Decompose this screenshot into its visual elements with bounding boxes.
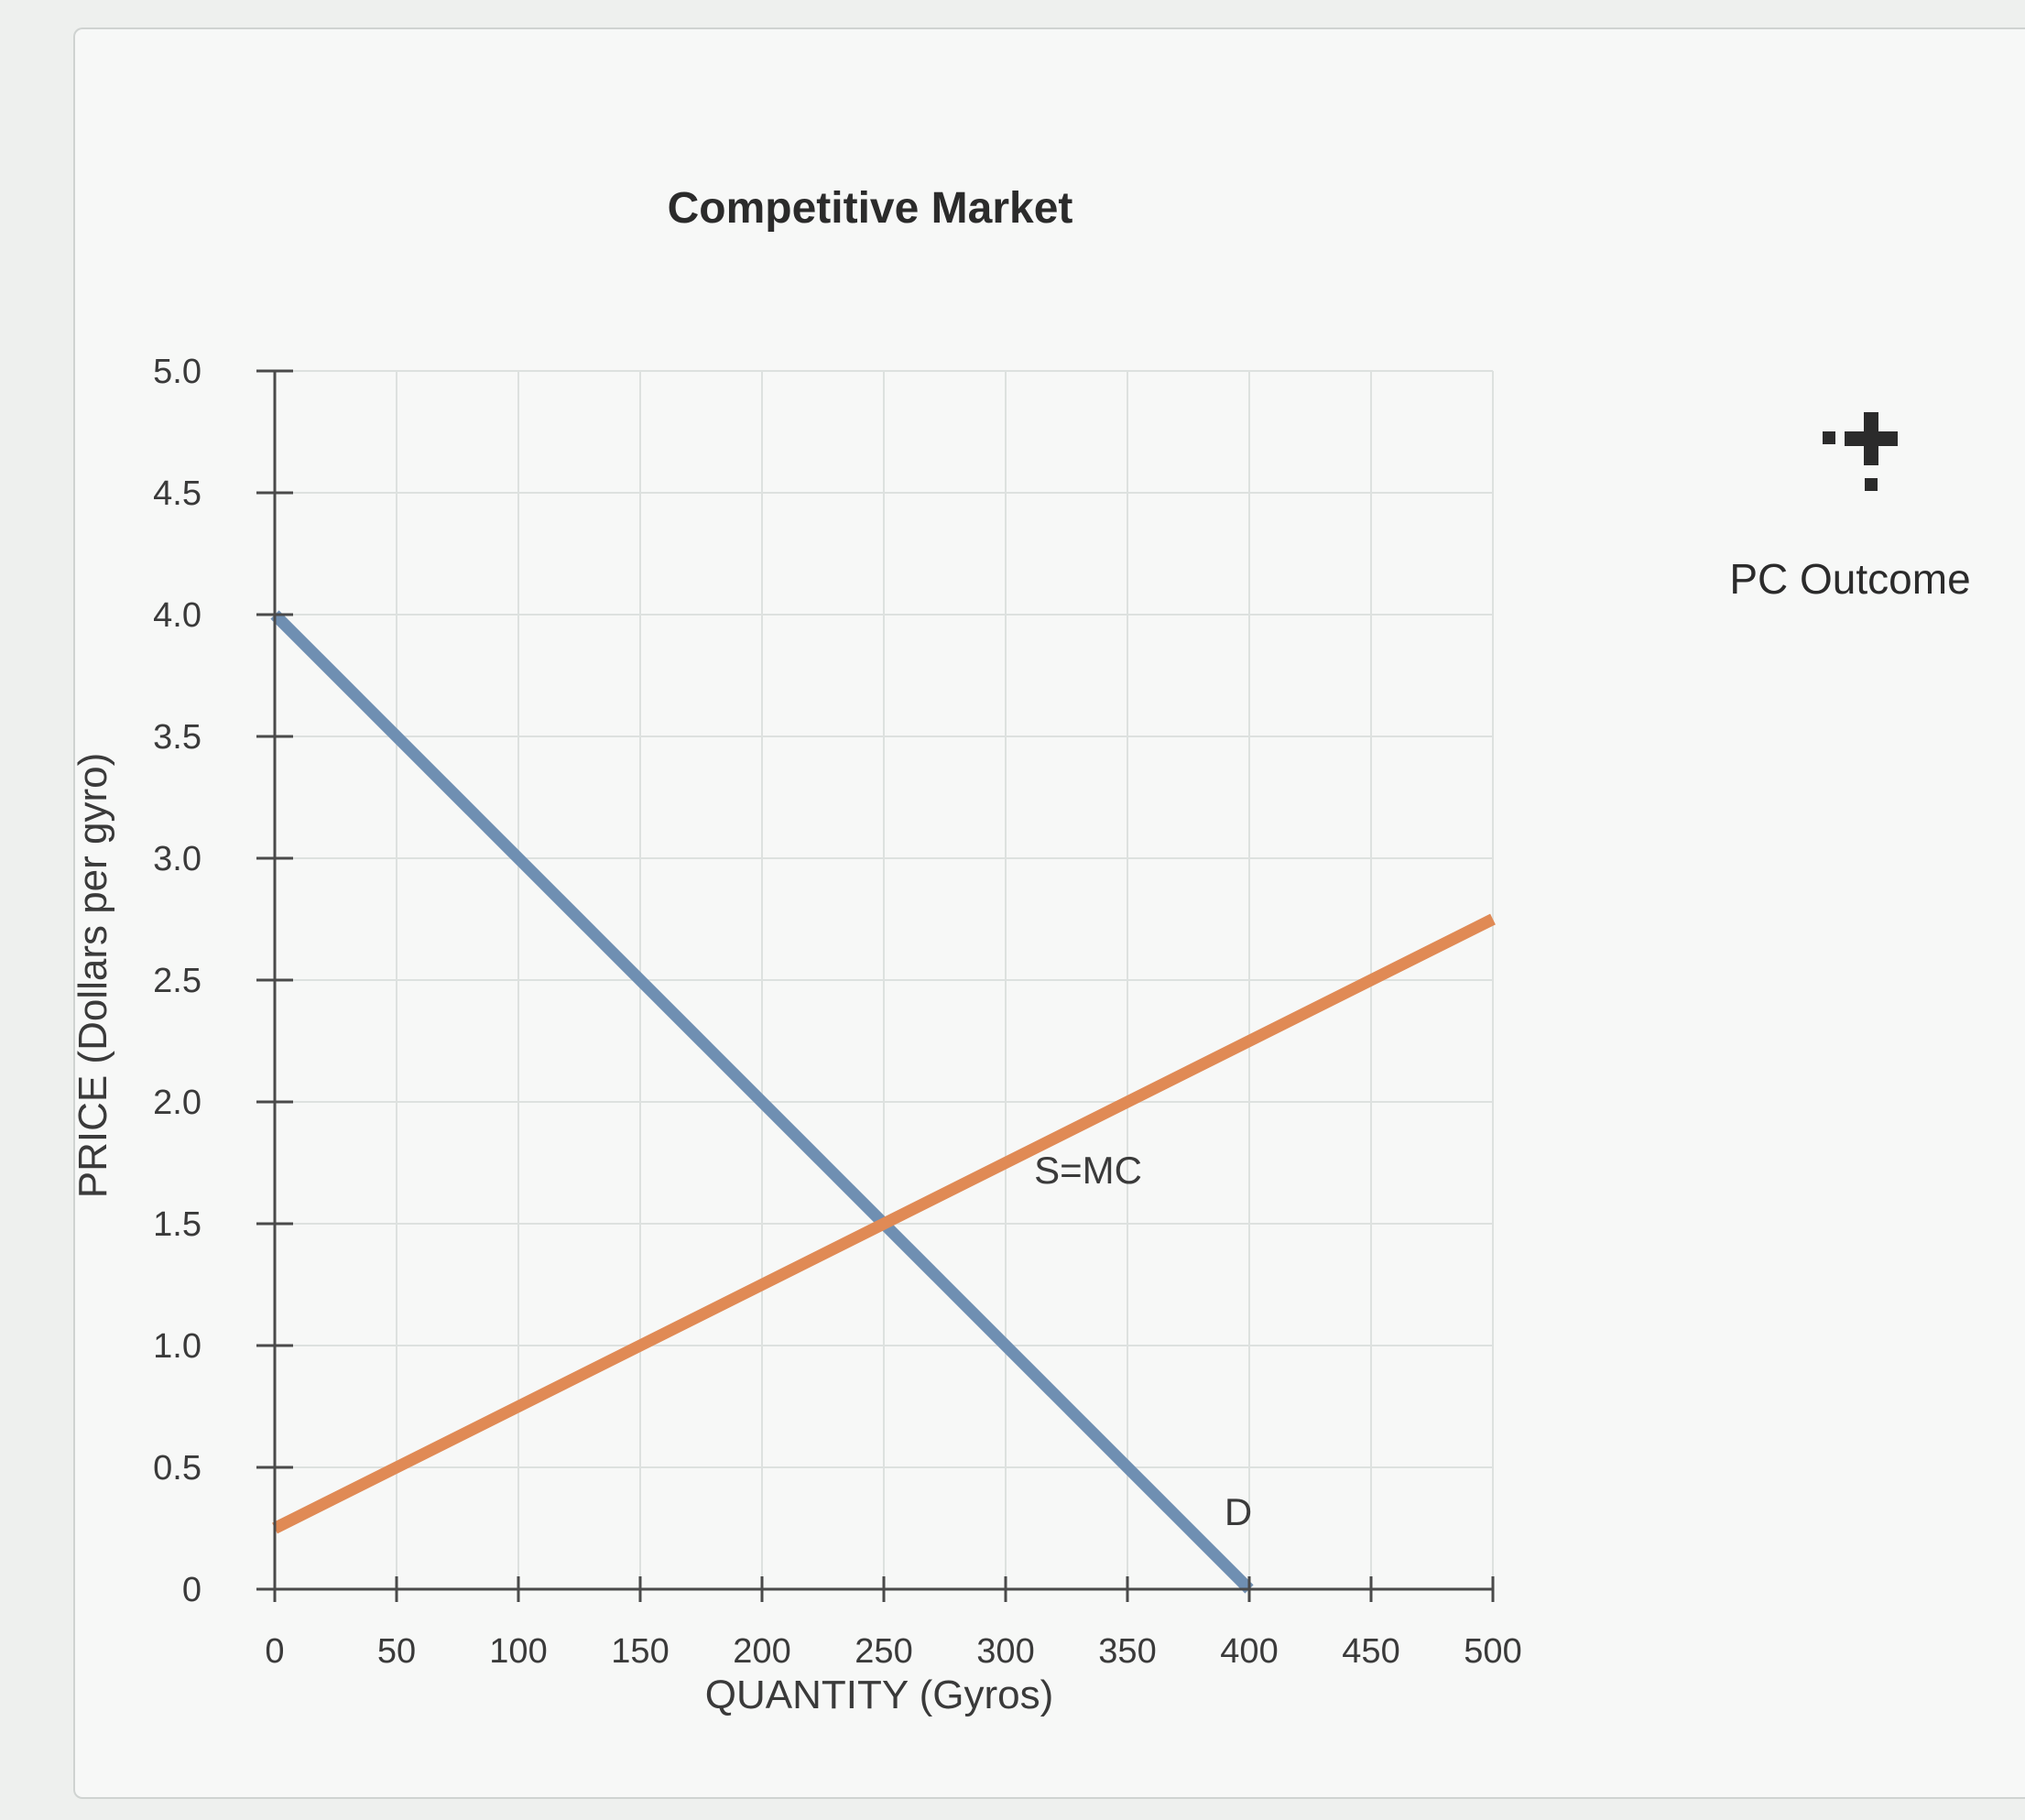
x-tick-label: 400 (1220, 1632, 1278, 1671)
pc-outcome-tool[interactable]: PC Outcome (1685, 394, 2015, 779)
demand-curve-label: D (1225, 1490, 1252, 1533)
x-tick-label: 250 (855, 1632, 912, 1671)
graph-panel (73, 27, 2025, 1799)
pc-outcome-label: PC Outcome (1729, 555, 1971, 603)
y-tick-label: 2.0 (153, 1084, 201, 1122)
x-tick-label: 200 (733, 1632, 790, 1671)
x-tick-label: 50 (377, 1632, 416, 1671)
x-tick-label: 500 (1464, 1632, 1521, 1671)
chart-ticks: 0 50 100 150 200 250 300 350 400 450 500 0 0.5 1.0 1.5… (153, 353, 1522, 1671)
x-tick-label: 100 (489, 1632, 547, 1671)
x-axis-label: QUANTITY (Gyros) (705, 1673, 1054, 1717)
x-tick-label: 300 (976, 1632, 1034, 1671)
y-tick-label: 2.5 (153, 962, 201, 1000)
chart-grid (274, 370, 1494, 1590)
plus-cross-icon[interactable] (1823, 412, 1898, 495)
y-tick-label: 4.5 (153, 474, 201, 513)
y-tick-label: 1.0 (153, 1327, 201, 1366)
demand-curve (270, 610, 1254, 1594)
chart-title: Competitive Market (668, 184, 1073, 233)
chart-series (270, 610, 1496, 1594)
x-tick-label: 0 (265, 1632, 284, 1671)
y-tick-label: 3.5 (153, 718, 201, 757)
y-tick-label: 3.0 (153, 840, 201, 878)
x-tick-label: 150 (611, 1632, 669, 1671)
y-axis-label: PRICE (Dollars per gyro) (71, 753, 115, 1199)
y-tick-label: 0 (182, 1571, 201, 1609)
supply-curve-label: S=MC (1034, 1149, 1142, 1192)
x-tick-label: 350 (1098, 1632, 1156, 1671)
y-tick-label: 4.0 (153, 596, 201, 635)
y-tick-label: 1.5 (153, 1205, 201, 1244)
x-tick-label: 450 (1342, 1632, 1399, 1671)
y-tick-label: 5.0 (153, 353, 201, 391)
supply-curve (272, 913, 1496, 1534)
y-tick-label: 0.5 (153, 1449, 201, 1488)
